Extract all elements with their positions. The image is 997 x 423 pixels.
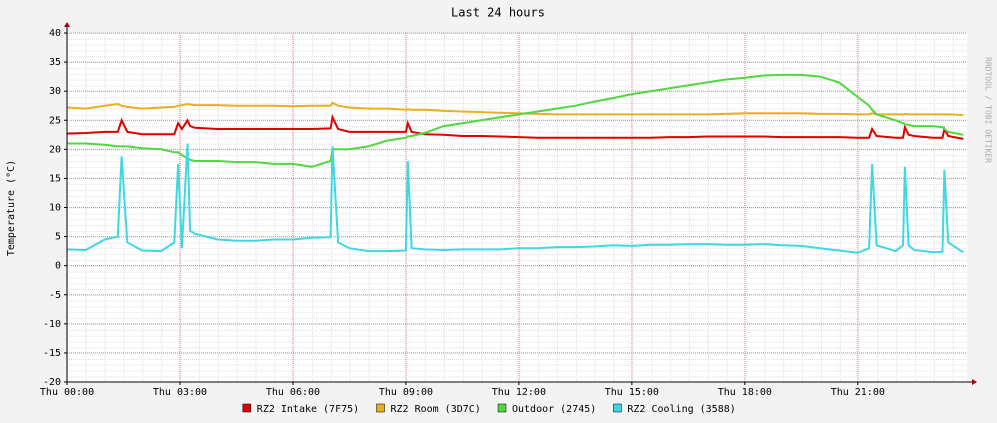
legend-swatch xyxy=(613,403,622,413)
legend-swatch xyxy=(497,403,507,413)
y-tick-label: 15 xyxy=(49,173,61,184)
legend-swatch xyxy=(242,403,252,413)
legend-swatch xyxy=(376,403,385,413)
y-tick-label: 5 xyxy=(55,232,61,243)
watermark: RRDTOOL / TOBI OETIKER xyxy=(984,57,993,163)
x-tick-label: Thu 15:00 xyxy=(605,387,659,398)
axis-line xyxy=(66,27,972,383)
legend-label: RZ2 Room (3D7C) xyxy=(391,404,481,415)
series-line xyxy=(66,101,964,116)
legend-label: Outdoor (2745) xyxy=(512,404,596,415)
x-tick-label: Thu 21:00 xyxy=(831,387,885,398)
axis-arrow xyxy=(972,379,977,385)
y-tick-label: 25 xyxy=(49,115,61,126)
series-line xyxy=(66,143,964,254)
y-tick-label: 0 xyxy=(55,261,61,272)
y-tick-label: 35 xyxy=(49,57,61,68)
x-tick-label: Thu 06:00 xyxy=(266,387,320,398)
y-tick-label: -5 xyxy=(49,290,61,301)
x-tick-label: Thu 12:00 xyxy=(492,387,546,398)
y-tick-label: 40 xyxy=(49,28,61,39)
series-line xyxy=(66,114,964,140)
legend-label: RZ2 Intake (7F75) xyxy=(257,404,359,415)
chart-title: Last 24 hours xyxy=(451,6,545,20)
x-tick-label: Thu 00:00 xyxy=(40,387,94,398)
x-tick-label: Thu 18:00 xyxy=(718,387,772,398)
y-tick-label: 10 xyxy=(49,203,61,214)
legend-label: RZ2 Cooling (3588) xyxy=(627,404,735,415)
y-tick-label: 30 xyxy=(49,86,61,97)
x-tick-label: Thu 03:00 xyxy=(153,387,207,398)
y-tick-label: -15 xyxy=(43,348,61,359)
y-tick-label: -20 xyxy=(43,377,61,388)
y-tick-label: -10 xyxy=(43,319,61,330)
y-tick-label: 20 xyxy=(49,144,61,155)
axis-arrow xyxy=(64,22,70,27)
x-tick-label: Thu 09:00 xyxy=(379,387,433,398)
y-axis-label: Temperature (°C) xyxy=(6,160,17,256)
